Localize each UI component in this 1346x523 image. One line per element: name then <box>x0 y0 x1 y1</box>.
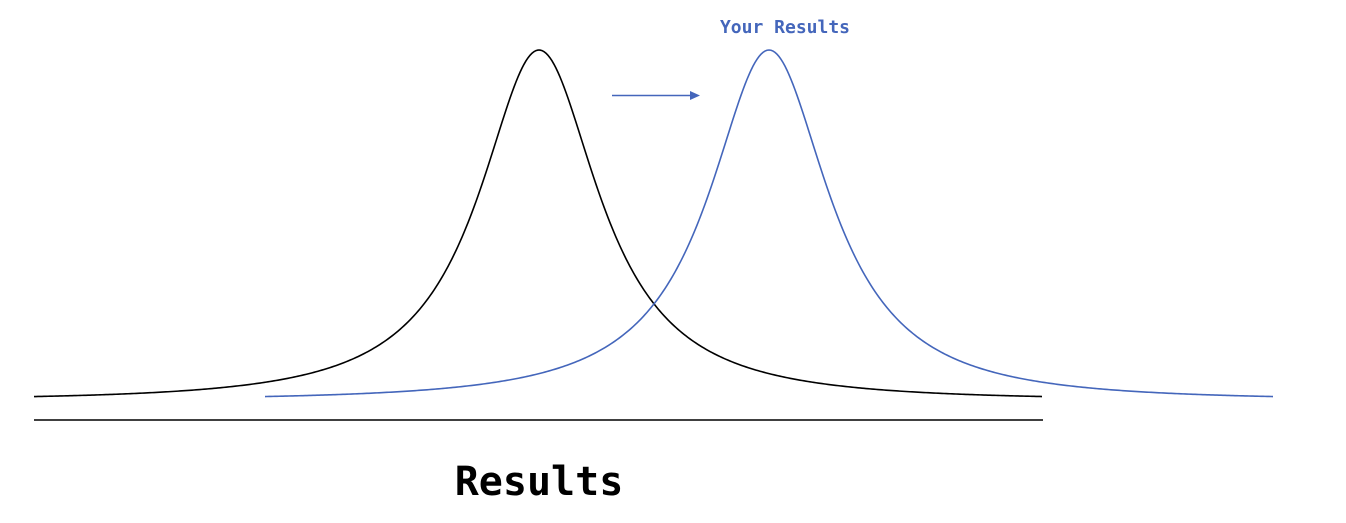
your-results-label: Your Results <box>720 17 850 38</box>
right-arrow-icon <box>612 91 700 100</box>
results-axis-label: Results <box>455 459 624 505</box>
baseline-distribution-curve <box>33 49 1043 398</box>
your-results-distribution-curve <box>264 49 1274 398</box>
